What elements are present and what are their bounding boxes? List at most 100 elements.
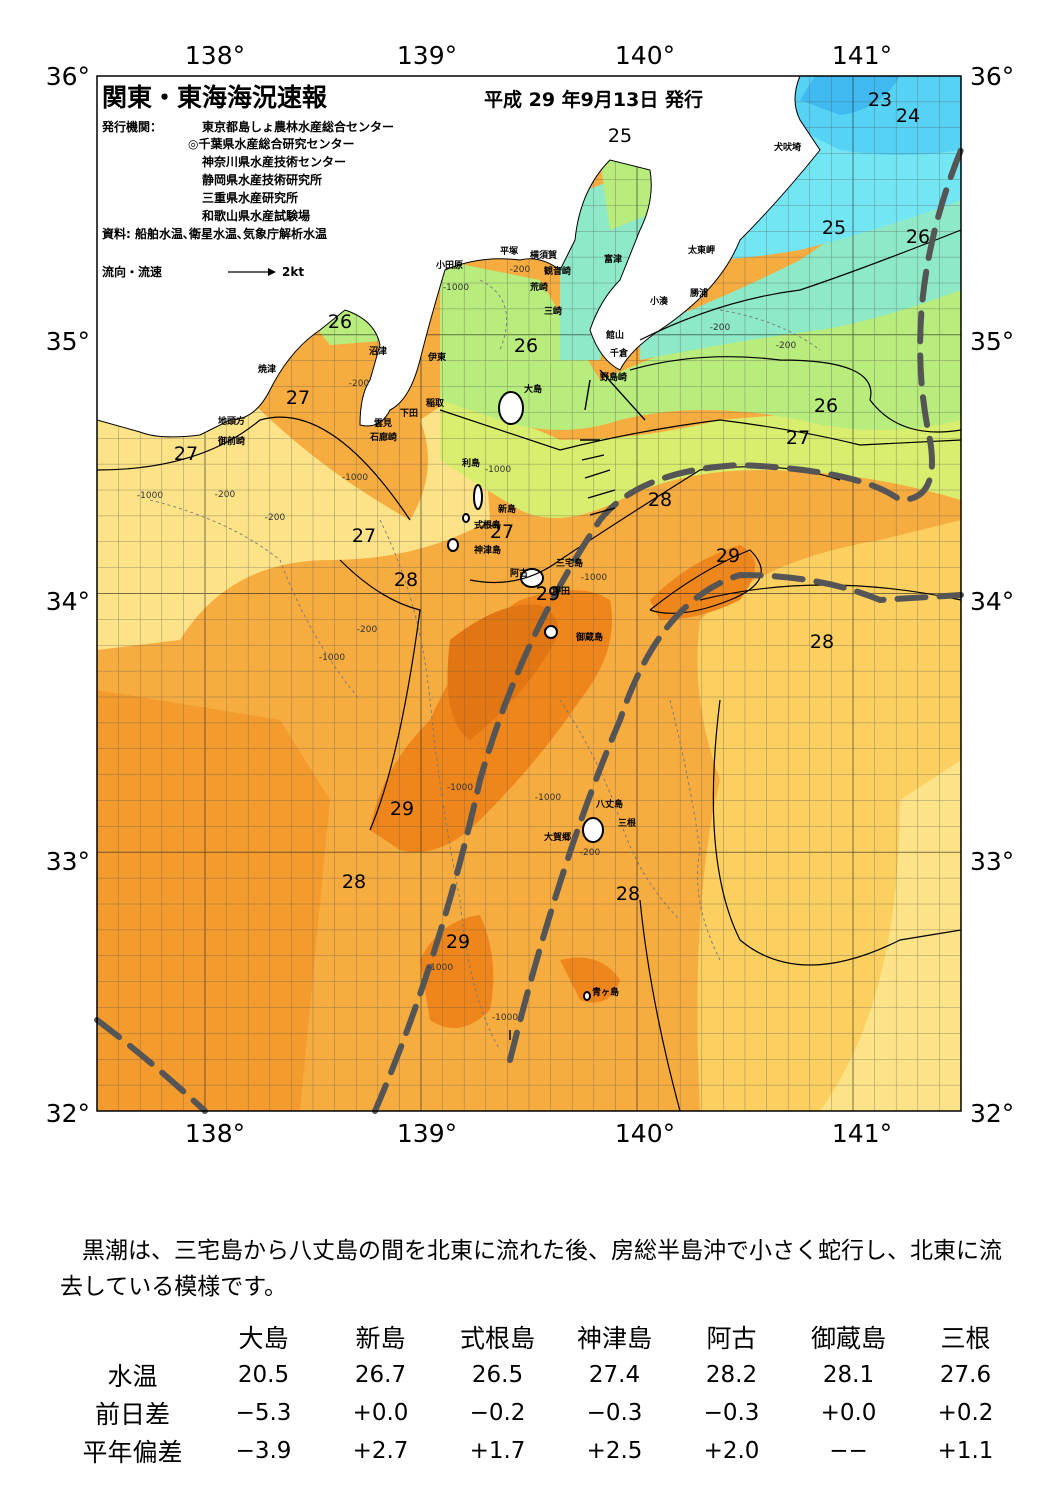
row-label: 平年偏差 (82, 1438, 183, 1467)
isotherm-lines (96, 229, 962, 1112)
lon-label: 139° (397, 41, 457, 70)
place-label: 横須賀 (530, 249, 557, 261)
table-cell: 28.1 (822, 1362, 875, 1388)
place-label: 御前崎 (217, 435, 245, 447)
row-label: 前日差 (94, 1400, 170, 1429)
lat-label: 34° (46, 587, 90, 616)
station-header: 式根島 (459, 1324, 535, 1353)
sst-28b-area-sw (97, 690, 330, 1111)
place-label: 地頭方 (218, 415, 245, 427)
depth-label: -1000 (535, 793, 561, 803)
depth-contour-2 (379, 519, 501, 1051)
lat-labels-right: 36° 35° 34° 33° 32° (970, 62, 1014, 1128)
place-label: 富津 (604, 253, 622, 265)
depth-contour-4 (669, 699, 721, 961)
table-cell: 20.5 (237, 1362, 290, 1388)
station-header: 阿古 (706, 1324, 757, 1353)
flow-legend-label: 流向・流速 (102, 264, 162, 279)
place-label: 勝浦 (690, 287, 708, 299)
table-cell: +0.0 (820, 1400, 877, 1426)
flow-legend-arrowhead (268, 268, 276, 276)
table-row: 水温 20.5 26.7 26.5 27.4 28.2 28.1 27.6 (60, 1356, 1024, 1394)
isotherm-label: 29 (536, 583, 560, 605)
depth-label: -1000 (342, 473, 368, 483)
issuer-item: 神奈川県水産技術センター (202, 154, 346, 169)
issuer-item: 静岡県水産技術研究所 (202, 172, 322, 187)
table-corner (60, 1318, 205, 1356)
isotherm-label: 28 (342, 871, 366, 893)
isotherm-label: 27 (490, 521, 514, 543)
isotherm-25 (639, 229, 962, 341)
place-label: 沼津 (369, 345, 387, 357)
lon-label: 138° (185, 1119, 245, 1148)
depth-labels: -1000 -200 -200 -1000 -200 -1000 -200 -1000 -200… (137, 265, 797, 1023)
current-arrow (587, 489, 616, 499)
place-label: 式根島 (474, 519, 501, 531)
isotherm-label: 28 (810, 631, 834, 653)
isotherm-label: 25 (822, 217, 846, 239)
depth-label: -1000 (492, 1013, 518, 1023)
map-frame (96, 75, 962, 1112)
table-cell: 27.4 (588, 1362, 641, 1388)
place-label: 稲取 (426, 397, 445, 409)
isotherm-label: 29 (390, 798, 414, 820)
sst-27-area-w (97, 380, 490, 650)
place-label: 平塚 (500, 245, 518, 257)
lat-label: 36° (970, 62, 1014, 91)
table-row: 前日差 −5.3 +0.0 −0.2 −0.3 −0.3 +0.0 +0.2 (60, 1394, 1024, 1432)
isotherm-label: 28 (394, 569, 418, 591)
observation-table: 大島 新島 式根島 神津島 阿古 御蔵島 三根 水温 20.5 26.7 26.… (60, 1318, 1024, 1470)
isotherm-label: 29 (446, 931, 470, 953)
sea-temperature-map: 138° 139° 140° 141° 138° 139° 140° 141° … (46, 41, 1015, 1148)
isotherm-26 (629, 356, 962, 433)
table-cell: +0.2 (937, 1400, 994, 1426)
depth-label: -200 (580, 848, 601, 858)
isotherm-27-west (96, 416, 411, 521)
lon-label: 141° (832, 1119, 892, 1148)
lat-label: 35° (970, 327, 1014, 356)
place-label: 新島 (498, 503, 516, 515)
lat-label: 32° (970, 1099, 1014, 1128)
depth-label: -200 (710, 323, 731, 333)
table-cell: +0.0 (352, 1400, 409, 1426)
island-toshima (473, 484, 483, 510)
place-label: 阿古 (510, 567, 528, 579)
table-cell: −0.3 (586, 1400, 643, 1426)
sst-29-area-aogashima (560, 957, 620, 1003)
table-cell: +2.0 (703, 1438, 760, 1464)
isotherm-label: 27 (286, 387, 310, 409)
current-arrow (589, 507, 616, 516)
flow-legend-speed: 2kt (282, 265, 304, 279)
place-label: 利島 (461, 457, 480, 469)
isotherm-28-se (712, 699, 962, 966)
depth-label: -1000 (427, 963, 453, 973)
kuroshio-axis-south (507, 571, 964, 1063)
place-label: 犬吠埼 (773, 141, 801, 153)
lat-label: 34° (970, 587, 1014, 616)
lat-label: 33° (970, 847, 1014, 876)
table-cell: −0.3 (703, 1400, 760, 1426)
place-label: 三根 (618, 817, 637, 829)
isotherm-label: 27 (174, 443, 198, 465)
depth-label: -1000 (447, 783, 473, 793)
lat-label: 36° (46, 62, 90, 91)
place-label: 焼津 (258, 363, 276, 375)
isotherm-label: 28 (616, 883, 640, 905)
place-label: 野島崎 (600, 371, 627, 383)
sst-bay-north (600, 160, 660, 230)
current-arrow (584, 379, 591, 411)
depth-contour-1 (149, 499, 361, 701)
lon-label: 140° (615, 1119, 675, 1148)
place-label: 伊東 (427, 351, 446, 363)
place-label: 太東岬 (687, 244, 715, 256)
isotherm-label: 29 (716, 545, 740, 567)
lat-labels-left: 36° 35° 34° 33° 32° (46, 62, 90, 1128)
table-cell: +2.7 (352, 1438, 409, 1464)
place-label: 観音崎 (544, 265, 571, 277)
isotherm-label: 27 (786, 427, 810, 449)
depth-label: -1000 (581, 573, 607, 583)
lat-label: 33° (46, 847, 90, 876)
depth-label: -1000 (485, 465, 511, 475)
table-cell: −3.9 (235, 1438, 292, 1464)
